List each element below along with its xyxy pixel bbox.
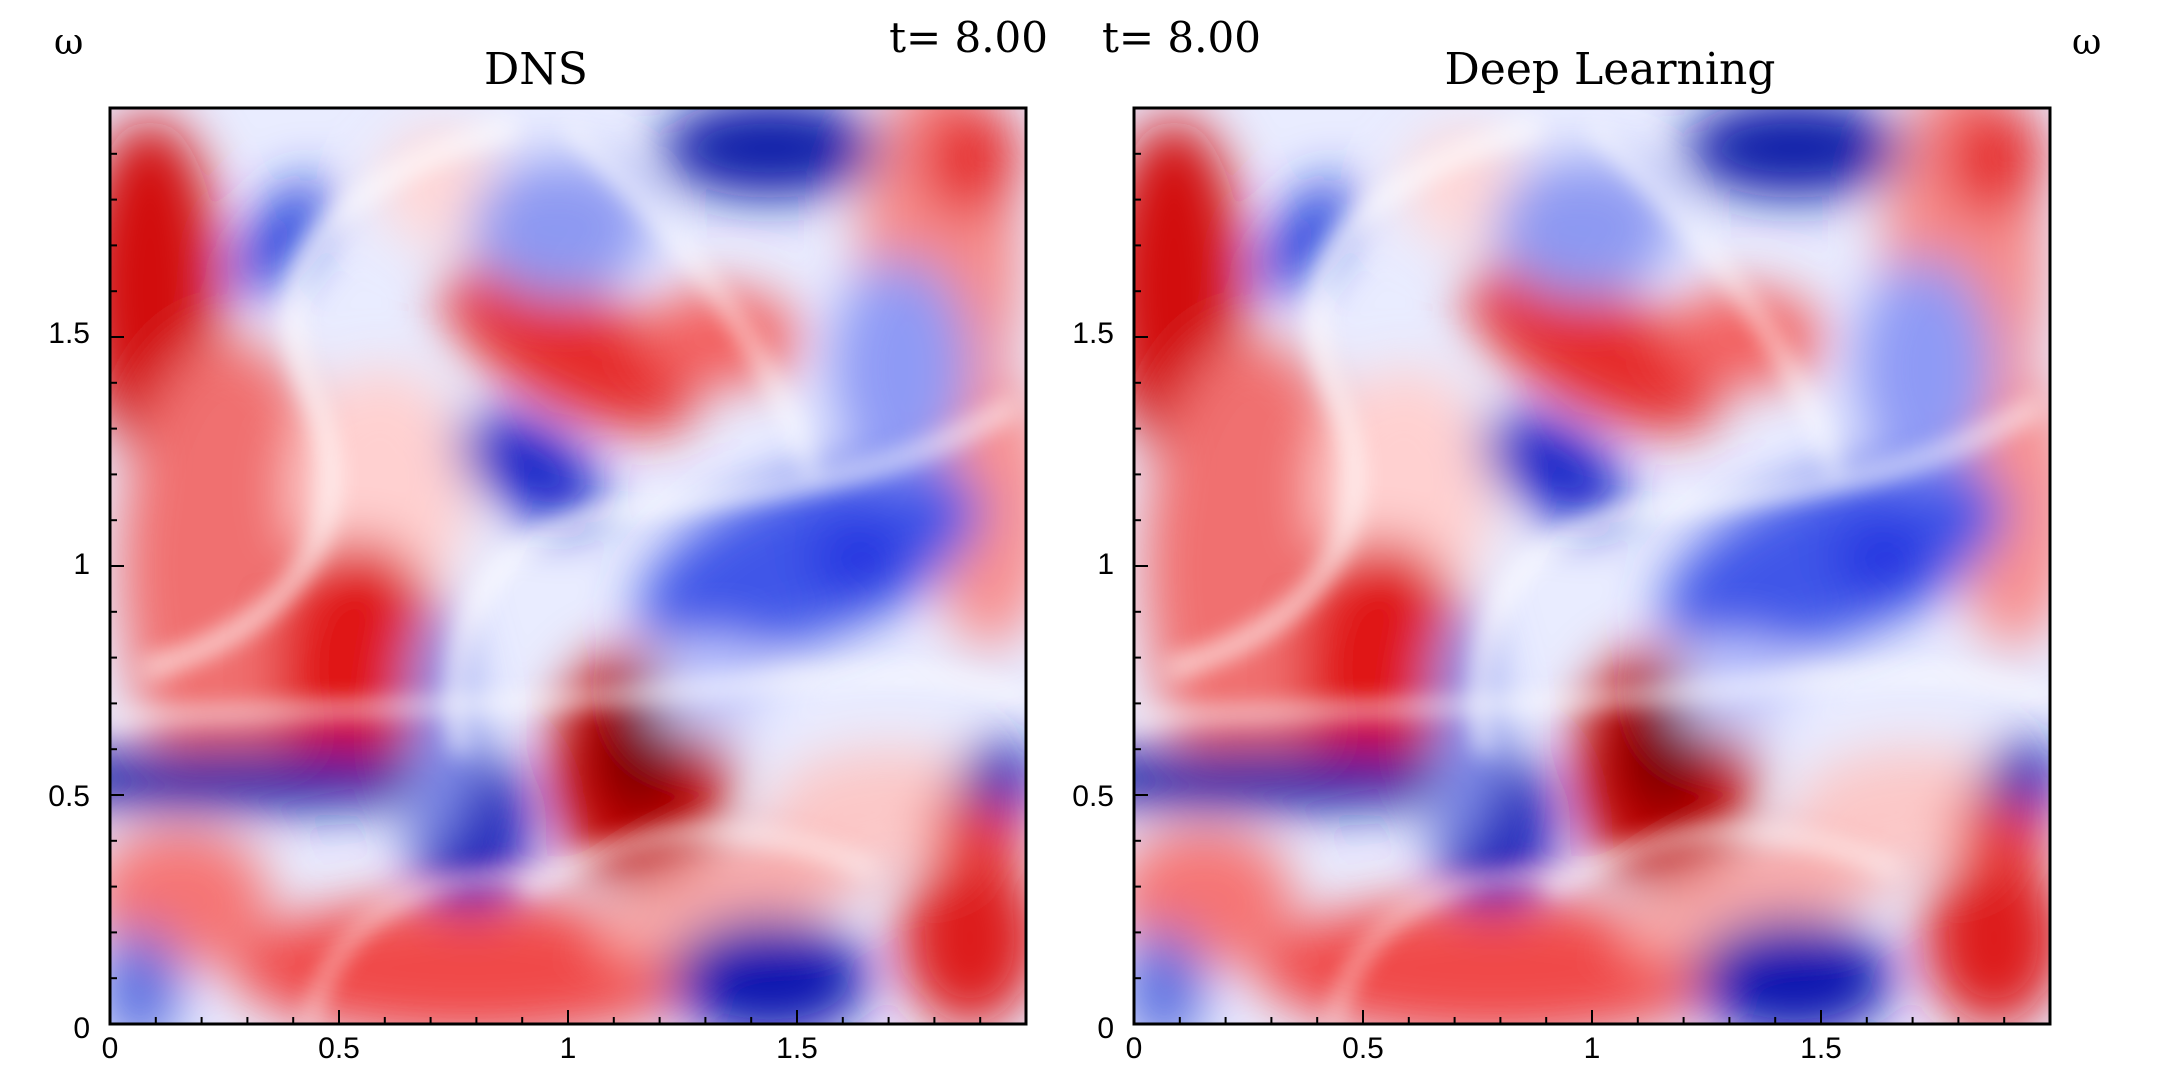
- deep-learning-title: Deep Learning: [1445, 44, 1776, 95]
- dns-ytick-label-0.5: 0.5: [48, 780, 90, 813]
- deep-learning-time-label: t= 8.00: [1102, 13, 1261, 62]
- dns-xtick-label-1: 1: [560, 1032, 577, 1065]
- deep-learning-ytick-label-1: 1: [1097, 548, 1114, 581]
- deep-learning-ytick-label-0.5: 0.5: [1072, 780, 1114, 813]
- deep-learning-xtick-label-0.5: 0.5: [1342, 1032, 1384, 1065]
- dns-ytick-label-1.5: 1.5: [48, 317, 90, 350]
- deep-learning-xtick-label-1: 1: [1584, 1032, 1601, 1065]
- deep-learning-ytick-label-1.5: 1.5: [1072, 317, 1114, 350]
- deep-learning-xtick-label-0: 0: [1126, 1032, 1143, 1065]
- dns-xtick-label-1.5: 1.5: [776, 1032, 818, 1065]
- deep-learning-heatmap: [1024, 68, 2074, 1048]
- deep-learning-xtick-label-1.5: 1.5: [1800, 1032, 1842, 1065]
- deep-learning-field-symbol: ω: [2072, 22, 2101, 63]
- dns-xtick-label-0.5: 0.5: [318, 1032, 360, 1065]
- dns-time-label: t= 8.00: [889, 13, 1048, 62]
- dns-heatmap: [0, 68, 1050, 1048]
- dns-panel: DNS ω t= 8.00 0 0.5 1 1.5 0 0.5 1 1.5: [0, 13, 1050, 1065]
- deep-learning-ytick-label-0: 0: [1097, 1012, 1114, 1045]
- dns-axis-ticks: [109, 152, 982, 1025]
- dns-field-symbol: ω: [54, 22, 83, 63]
- deep-learning-axis-ticks: [1133, 152, 2006, 1025]
- deep-learning-panel: Deep Learning ω t= 8.00 0 0.5 1 1.5 0 0.…: [1024, 13, 2101, 1065]
- dns-ytick-label-0: 0: [73, 1012, 90, 1045]
- dns-xtick-label-0: 0: [102, 1032, 119, 1065]
- dns-title: DNS: [484, 44, 588, 95]
- dns-ytick-label-1: 1: [73, 548, 90, 581]
